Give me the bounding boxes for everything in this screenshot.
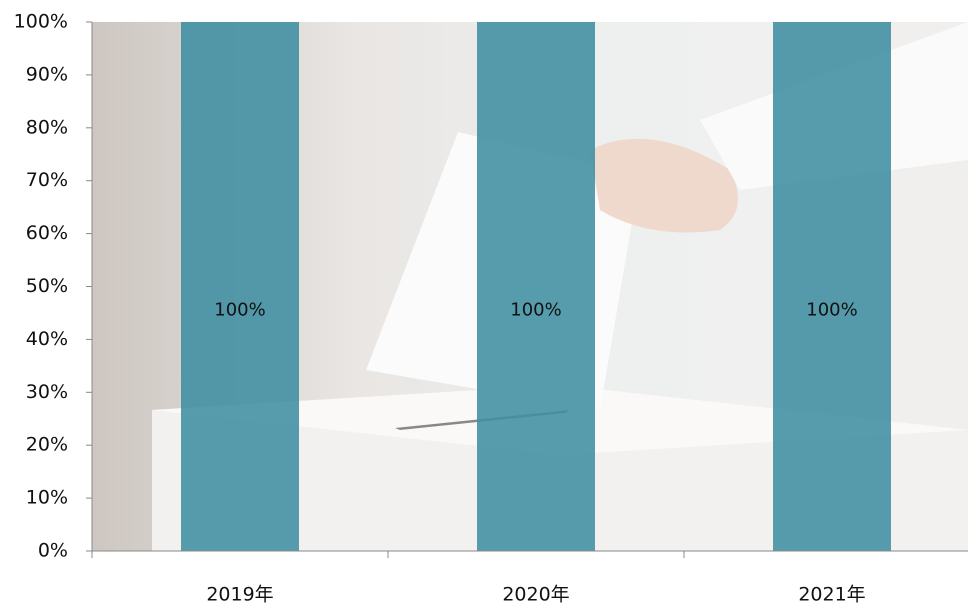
y-tick-label: 30% [26, 381, 68, 403]
y-tick-label: 100% [14, 11, 68, 33]
y-tick-label: 60% [26, 222, 68, 244]
y-tick-label: 0% [38, 540, 68, 562]
value-label: 100% [214, 300, 265, 321]
y-tick-label: 90% [26, 63, 68, 85]
y-tick-label: 10% [26, 487, 68, 509]
bar [773, 22, 891, 551]
value-label: 100% [510, 300, 561, 321]
y-tick-label: 70% [26, 169, 68, 191]
x-tick-label: 2019年 [206, 584, 273, 606]
y-tick-label: 20% [26, 434, 68, 456]
y-tick-label: 40% [26, 328, 68, 350]
bar [181, 22, 299, 551]
x-tick-label: 2021年 [798, 584, 865, 606]
bar [477, 22, 595, 551]
chart: 100% 2019年 100% 2020年 100% 2021年 0% 10% 20% 30% 40… [0, 0, 968, 606]
x-tick-label: 2020年 [502, 584, 569, 606]
y-tick-label: 80% [26, 116, 68, 138]
y-tick-label: 50% [26, 275, 68, 297]
value-label: 100% [806, 300, 857, 321]
